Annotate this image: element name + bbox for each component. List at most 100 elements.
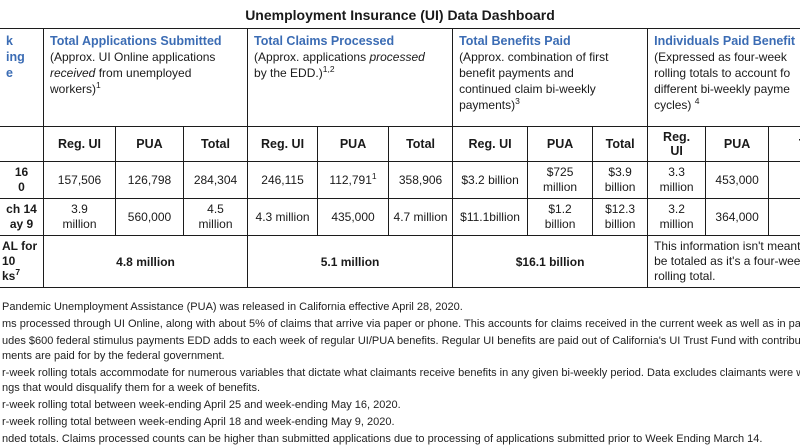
group-title: Total Claims Processed [254,34,395,48]
group-individuals-header: Individuals Paid Benefit (Expressed as f… [647,28,800,127]
group-desc-line: different bi-weekly payme [654,82,790,96]
cell-claims-reg: 246,115 [247,161,319,199]
cell-benefits-total: $3.9 billion [592,161,649,199]
cell-line: 3.9 [71,202,88,216]
table-row-march14-may9: ch 14 ay 9 3.9 million 560,000 4.5 milli… [0,198,800,236]
cell-individuals-reg: 3.2 million [647,198,707,236]
week-line: ay 9 [9,217,34,231]
group-header-row: k ing e Total Applications Submitted (Ap… [0,28,800,127]
footnote-2: ms processed through UI Online, along wi… [2,318,800,330]
col-benefits-total: Total [592,126,649,162]
cell-claims-pua: 435,000 [317,198,390,236]
note-line: be totaled as it's a four-wee [654,254,800,268]
desc-text: workers) [50,82,97,96]
group-desc-line: cycles) 4 [654,97,800,113]
footnote-1: Pandemic Unemployment Assistance (PUA) w… [2,301,463,313]
footnote-ref: 7 [15,267,21,277]
total-claims: 5.1 million [247,235,454,288]
cell-line: million [62,217,97,231]
table-row-totals: AL for 10 ks7 4.8 million 5.1 million $1… [0,235,800,288]
cell-benefits-pua: $725 million [527,161,594,199]
group-title: Individuals Paid Benefit [654,34,796,48]
total-applications: 4.8 million [42,235,249,288]
subheader-line: Reg. [663,130,691,144]
col-individuals-total: To [768,126,800,162]
group-title: Total Applications Submitted [50,34,222,48]
page-title: Unemployment Insurance (UI) Data Dashboa… [245,7,555,23]
cell-individuals-pua: 364,000 [705,198,770,236]
week-line: ch 14 [6,202,37,216]
col-individuals-pua: PUA [705,126,770,162]
group-desc-line: continued claim bi-weekly [459,82,596,96]
cell-claims-total: 358,906 [388,161,454,199]
cell-benefits-reg: $3.2 billion [452,161,529,199]
cell-line: milli [781,180,800,195]
cell-apps-pua: 560,000 [115,198,184,236]
footnote-line: ngs that would disqualify them for a wee… [2,382,261,394]
cell-line: $3.9 [608,165,632,179]
footnote-line: udes $600 federal stimulus payments EDD … [2,335,800,347]
cell-benefits-reg: $11.1billion [452,198,529,236]
cell-benefits-pua: $1.2 billion [527,198,594,236]
group-desc-line: benefit payments and [459,66,574,80]
cell-claims-reg: 4.3 million [247,198,319,236]
cell-value: 112,791 [329,172,372,187]
cell-line: 4.5 [207,202,224,216]
desc-italic: processed [369,50,425,64]
note-line: rolling total. [654,269,716,283]
subheader-line: UI [670,144,683,158]
week-line: ks7 [2,267,41,284]
cell-line: million [659,180,694,194]
footnote-ref: 3 [515,96,520,106]
group-desc-line: rolling totals to account fo [654,66,791,80]
group-applications-header: Total Applications Submitted (Approx. UI… [42,28,249,127]
cell-line: billion [604,180,636,194]
group-desc-line: workers)1 [50,81,241,97]
note-line: This information isn't meant [654,239,800,253]
desc-text: by the EDD.) [254,66,323,80]
week-label: ch 14 ay 9 [0,198,44,236]
footnote-ref: 1 [371,170,377,181]
col-individuals-reg-ui: Reg. UI [647,126,707,162]
col-apps-pua: PUA [115,126,184,162]
cell-line: $1.2 [548,202,572,216]
cell-line: 3.3 [668,165,685,179]
col-claims-reg-ui: Reg. UI [247,126,319,162]
cell-claims-pua: 112,7911 [317,161,390,199]
week-text: ks [2,269,16,283]
ui-dashboard-table: k ing e Total Applications Submitted (Ap… [0,28,800,288]
cell-line: 3.2 [668,202,685,216]
cell-individuals-reg: 3.3 million [647,161,707,199]
desc-italic: received [50,66,96,80]
cell-line: 3. [781,165,800,180]
desc-text: cycles) [654,98,695,112]
week-subheader-blank [0,126,44,162]
cell-individuals-total: 3 mi [768,198,800,236]
subheader-row: Reg. UI PUA Total Reg. UI PUA Total Reg.… [0,126,800,162]
group-desc-line: by the EDD.)1,2 [254,65,446,81]
group-desc-line: (Approx. UI Online applications [50,50,216,64]
footnote-6: r-week rolling total between week-ending… [2,416,395,428]
individuals-rolling-total-note: This information isn't meant be totaled … [647,235,800,288]
group-desc-line: (Approx. combination of first [459,50,609,64]
cell-line: million [198,217,233,231]
cell-line: 3 [781,202,800,217]
cell-line: million [543,180,578,194]
week-label: 16 0 [0,161,44,199]
group-title: Total Benefits Paid [459,34,571,48]
week-line: 10 [2,254,16,268]
col-benefits-reg-ui: Reg. UI [452,126,529,162]
cell-line: $12.3 [605,202,636,216]
week-line: 16 [14,165,29,179]
week-line: 0 [18,180,25,194]
col-apps-total: Total [182,126,249,162]
week-header-line: k [6,34,13,48]
total-benefits: $16.1 billion [452,235,649,288]
cell-line: million [659,217,694,231]
col-benefits-pua: PUA [527,126,594,162]
week-line: AL for [2,239,38,253]
group-desc-line: payments)3 [459,97,641,113]
cell-line: billion [544,217,576,231]
footnote-ref: 1 [96,80,101,90]
cell-apps-total: 4.5 million [182,198,249,236]
